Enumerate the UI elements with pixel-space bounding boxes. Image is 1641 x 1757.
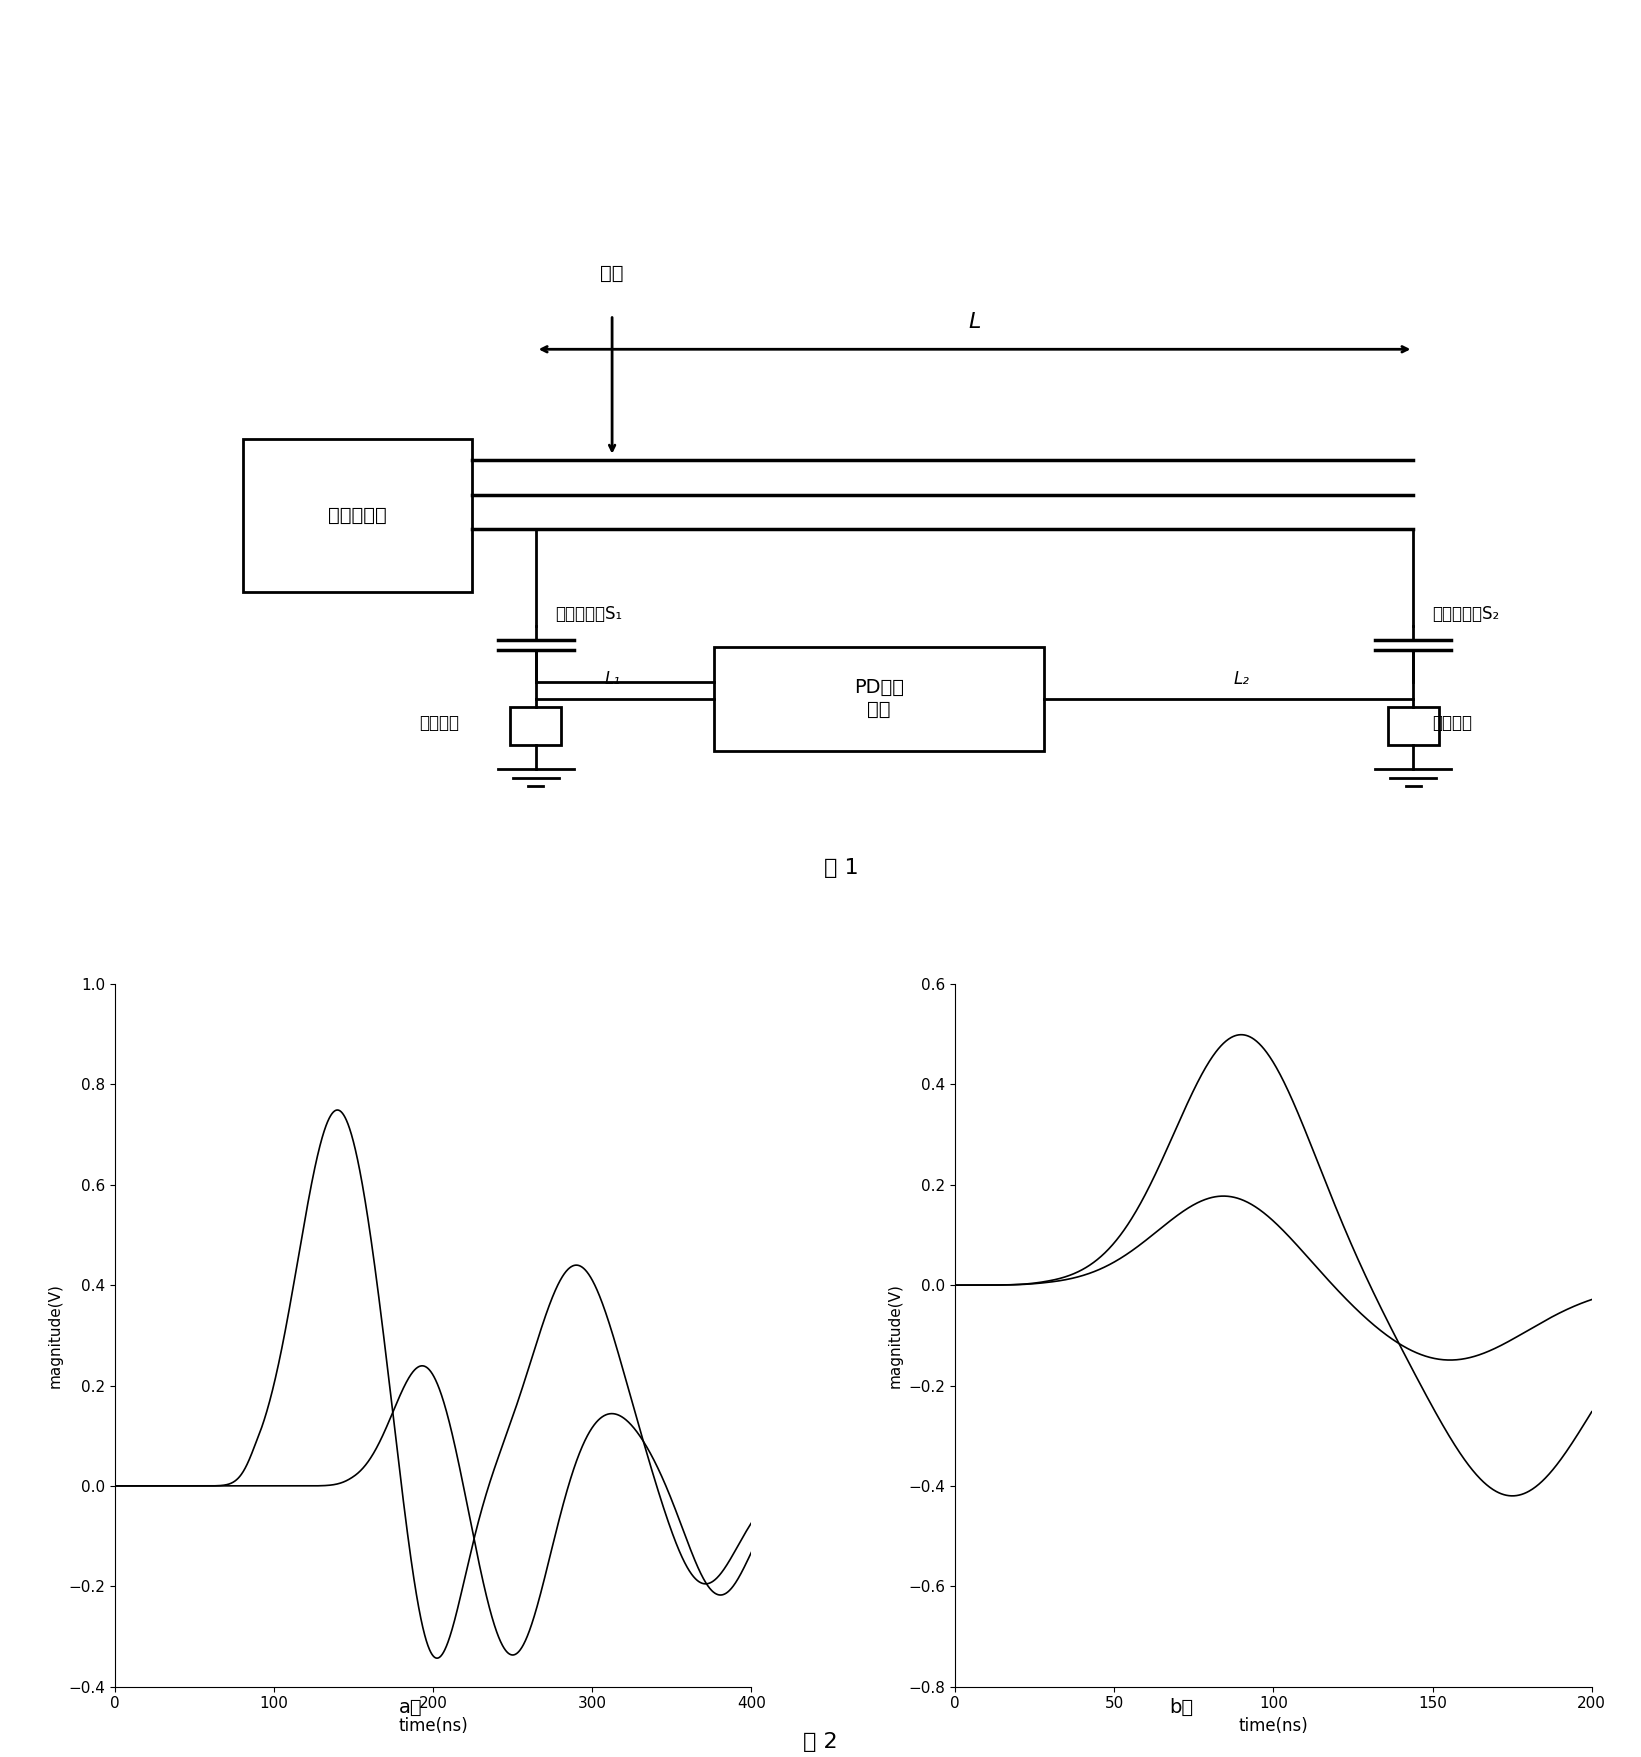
X-axis label: time(ns): time(ns): [399, 1717, 468, 1734]
Bar: [510, 706, 561, 745]
Text: L₁: L₁: [604, 671, 620, 689]
Text: 图 1: 图 1: [824, 859, 858, 878]
Y-axis label: magnitude(V): magnitude(V): [48, 1283, 62, 1388]
Text: a）: a）: [399, 1697, 422, 1717]
X-axis label: time(ns): time(ns): [1239, 1717, 1308, 1734]
Bar: [1388, 706, 1439, 745]
Text: L: L: [968, 311, 981, 332]
Text: PD监测
系统: PD监测 系统: [855, 678, 904, 719]
Text: 母线: 母线: [601, 264, 624, 283]
Text: 水轮发电机: 水轮发电机: [328, 506, 387, 525]
Bar: [714, 647, 1045, 750]
Text: L₂: L₂: [1234, 671, 1249, 689]
Text: b）: b）: [1170, 1697, 1193, 1717]
Text: 检测阻抗: 检测阻抗: [1433, 713, 1472, 733]
Bar: [243, 439, 473, 592]
Text: 检测阻抗: 检测阻抗: [420, 713, 459, 733]
Text: 远端传感器S₂: 远端传感器S₂: [1433, 604, 1500, 622]
Text: 近端传感器S₁: 近端传感器S₁: [555, 604, 622, 622]
Y-axis label: magnitude(V): magnitude(V): [888, 1283, 903, 1388]
Text: 图 2: 图 2: [802, 1732, 839, 1752]
